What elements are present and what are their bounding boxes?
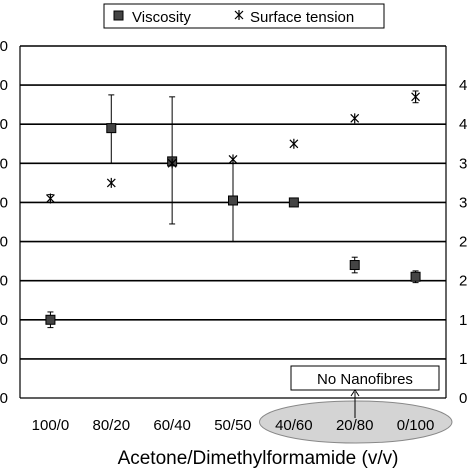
x-tick-label: 20/80 — [336, 417, 374, 434]
surface-tension-point — [106, 177, 116, 188]
axes — [19, 46, 447, 399]
y-tick-label-left: 0 — [0, 312, 8, 329]
legend-surface-tension-label: Surface tension — [250, 9, 354, 26]
legend: Viscosity Surface tension — [103, 3, 385, 29]
x-tick-label: 50/50 — [214, 417, 252, 434]
legend-viscosity-marker — [113, 10, 124, 21]
y-tick-label-left: 0 — [0, 351, 8, 368]
y-tick-label-left: 0 — [0, 194, 8, 211]
y-tick-label-left: 0 — [0, 155, 8, 172]
annotation: No Nanofibres — [290, 365, 440, 418]
y-tick-label-right: 2 — [459, 273, 467, 290]
viscosity-point — [45, 314, 56, 325]
x-tick-label: 100/0 — [32, 417, 70, 434]
legend-box — [103, 3, 385, 29]
y-tick-label-right: 1 — [459, 351, 467, 368]
viscosity-point — [106, 123, 117, 134]
y-tick-label-right: 4 — [459, 77, 467, 94]
no-nanofibres-ellipse — [258, 400, 453, 444]
y-tick-label-right: 4 — [459, 116, 467, 133]
y-tick-label-left: 0 — [0, 77, 8, 94]
viscosity-point — [228, 195, 238, 206]
surface-tension-point — [46, 193, 55, 204]
x-tick-label: 0/100 — [397, 417, 435, 434]
x-axis-label: Acetone/Dimethylformamide (v/v) — [118, 448, 399, 469]
data-points — [45, 91, 421, 325]
viscosity-point — [410, 271, 421, 282]
y-tick-label-left: 0 — [0, 38, 8, 55]
y-tick-label-left: 0 — [0, 234, 8, 251]
surface-tension-point — [167, 158, 177, 169]
surface-tension-point — [411, 91, 420, 102]
tick-labels: 0 0 0 0 0 0 0 0 0 0 0 1 1 2 2 3 3 4 4 100/0 80/20 60/40 50/50 4… — [0, 38, 467, 434]
viscosity-point — [349, 260, 360, 271]
x-tick-label: 80/20 — [93, 417, 131, 434]
x-tick-label: 40/60 — [275, 417, 313, 434]
viscosity-point — [288, 197, 299, 208]
y-tick-label-right: 2 — [459, 234, 467, 251]
legend-viscosity-label: Viscosity — [132, 9, 191, 26]
surface-tension-point — [350, 113, 360, 124]
y-tick-label-left: 0 — [0, 273, 8, 290]
y-tick-label-right: 3 — [459, 155, 467, 172]
no-nanofibres-region — [258, 400, 453, 444]
annotation-arrowhead — [350, 389, 360, 397]
y-tick-label-right: 3 — [459, 194, 467, 211]
annotation-box — [290, 365, 440, 391]
x-tick-label: 60/40 — [153, 417, 191, 434]
surface-tension-point — [228, 154, 238, 165]
y-tick-label-right: 1 — [459, 312, 467, 329]
annotation-text: No Nanofibres — [317, 371, 413, 388]
y-tick-label-left: 0 — [0, 116, 8, 133]
legend-surface-tension-marker — [234, 10, 244, 20]
error-bars — [47, 90, 419, 329]
surface-tension-point — [289, 138, 299, 149]
y-tick-label-right: 0 — [459, 390, 467, 407]
y-tick-label-left: 0 — [0, 390, 8, 407]
